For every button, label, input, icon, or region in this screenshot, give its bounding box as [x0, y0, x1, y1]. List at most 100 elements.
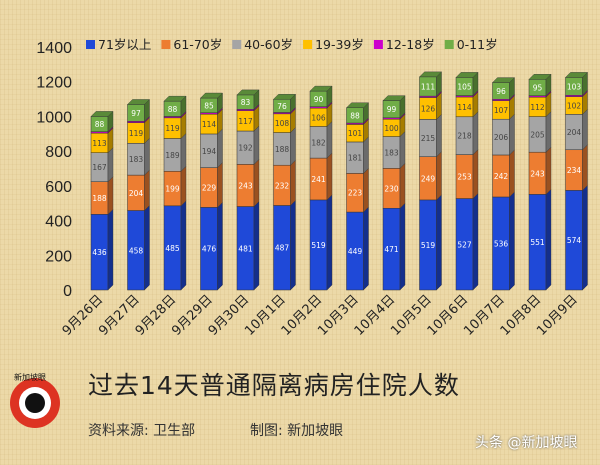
y-tick-label: 400 [45, 214, 72, 231]
bar-side [545, 146, 552, 195]
bar-side [363, 206, 369, 291]
data-label: 199 [165, 185, 180, 194]
data-label: 487 [275, 244, 290, 253]
data-label: 536 [494, 239, 509, 248]
legend-label: 12-18岁 [386, 37, 435, 52]
data-label: 88 [168, 105, 178, 114]
legend-label: 19-39岁 [315, 37, 364, 52]
data-label: 188 [92, 194, 107, 203]
data-label: 101 [348, 129, 363, 138]
data-label: 485 [165, 244, 180, 253]
logo-text: 新加坡眼 [14, 373, 46, 382]
chart-title: 过去14天普通隔离病房住院人数 [88, 371, 460, 400]
bar-side [472, 149, 479, 200]
data-label: 230 [384, 184, 399, 193]
data-label: 108 [275, 119, 290, 128]
bar-side [436, 194, 442, 291]
y-tick-label: 600 [45, 179, 72, 196]
data-label: 189 [165, 151, 180, 160]
data-label: 458 [129, 246, 144, 255]
data-label: 243 [530, 169, 545, 178]
bar-side [107, 147, 114, 183]
data-label: 100 [384, 124, 399, 133]
bar-side [290, 127, 296, 166]
data-label: 481 [238, 244, 253, 253]
bar-side [545, 188, 552, 291]
bar-side [545, 111, 552, 153]
legend-swatch [373, 40, 383, 49]
bar-side [363, 167, 369, 213]
data-label: 551 [530, 238, 545, 247]
bar-side [399, 162, 406, 209]
data-label: 183 [384, 148, 399, 157]
bar-side [509, 191, 515, 291]
data-label: 519 [311, 241, 326, 250]
bar-side [290, 159, 296, 206]
bar-top [382, 95, 406, 101]
bar-side [363, 136, 369, 174]
y-tick-label: 1000 [36, 109, 72, 126]
bar-side [326, 194, 333, 291]
data-label: 102 [567, 101, 582, 110]
data-label: 204 [567, 128, 582, 137]
bar-top [236, 89, 260, 96]
data-label: 76 [277, 102, 287, 111]
bar-side [290, 199, 296, 291]
y-tick-label: 1200 [36, 75, 72, 92]
data-label: 249 [421, 174, 436, 183]
bar-side [472, 193, 479, 291]
data-label: 223 [348, 189, 363, 198]
data-label: 205 [530, 130, 545, 139]
bar-side [180, 132, 187, 172]
data-label: 519 [421, 241, 436, 250]
x-tick-label: 10月9日 [534, 292, 581, 339]
bar-side [144, 205, 150, 291]
data-label: 574 [567, 236, 582, 245]
data-label: 112 [530, 103, 545, 112]
bar-side [582, 184, 588, 291]
data-source: 资料来源: 卫生部 [88, 423, 196, 439]
bar-side [107, 208, 114, 291]
data-label: 95 [533, 84, 543, 93]
y-tick-label: 200 [45, 248, 72, 265]
data-label: 167 [92, 163, 107, 172]
data-label: 218 [457, 132, 472, 141]
data-label: 253 [457, 173, 472, 182]
bar-top [455, 72, 479, 78]
bar-side [472, 111, 479, 156]
bar-top [90, 111, 114, 117]
bar-side [399, 131, 406, 169]
data-label: 242 [494, 172, 509, 181]
data-label: 96 [496, 87, 506, 96]
bar-side [217, 162, 223, 208]
data-label: 88 [95, 120, 105, 129]
bar-side [399, 202, 406, 291]
data-label: 117 [238, 117, 253, 126]
data-label: 232 [275, 181, 290, 190]
watermark: 头条 @新加坡眼 [475, 435, 578, 451]
data-label: 204 [129, 189, 144, 198]
legend-swatch [303, 40, 313, 49]
bar-top [528, 74, 552, 80]
bar-top [127, 99, 150, 105]
data-label: 243 [238, 181, 253, 190]
data-label: 192 [238, 144, 253, 153]
logo-icon [10, 378, 60, 428]
bar-side [180, 200, 187, 291]
data-label: 119 [165, 124, 180, 133]
data-label: 182 [311, 138, 326, 147]
data-label: 113 [92, 139, 107, 148]
bar-side [436, 113, 442, 158]
data-label: 194 [202, 147, 217, 156]
data-label: 107 [494, 106, 509, 115]
bar-top [419, 71, 442, 78]
data-label: 126 [421, 104, 436, 113]
y-tick-label: 800 [45, 144, 72, 161]
bar-side [582, 144, 588, 191]
y-tick-label: 0 [63, 283, 72, 300]
bar-side [253, 158, 260, 207]
chart-maker: 制图: 新加坡眼 [250, 423, 344, 439]
data-label: 83 [241, 98, 251, 107]
data-label: 111 [421, 82, 436, 91]
data-label: 90 [314, 95, 324, 104]
